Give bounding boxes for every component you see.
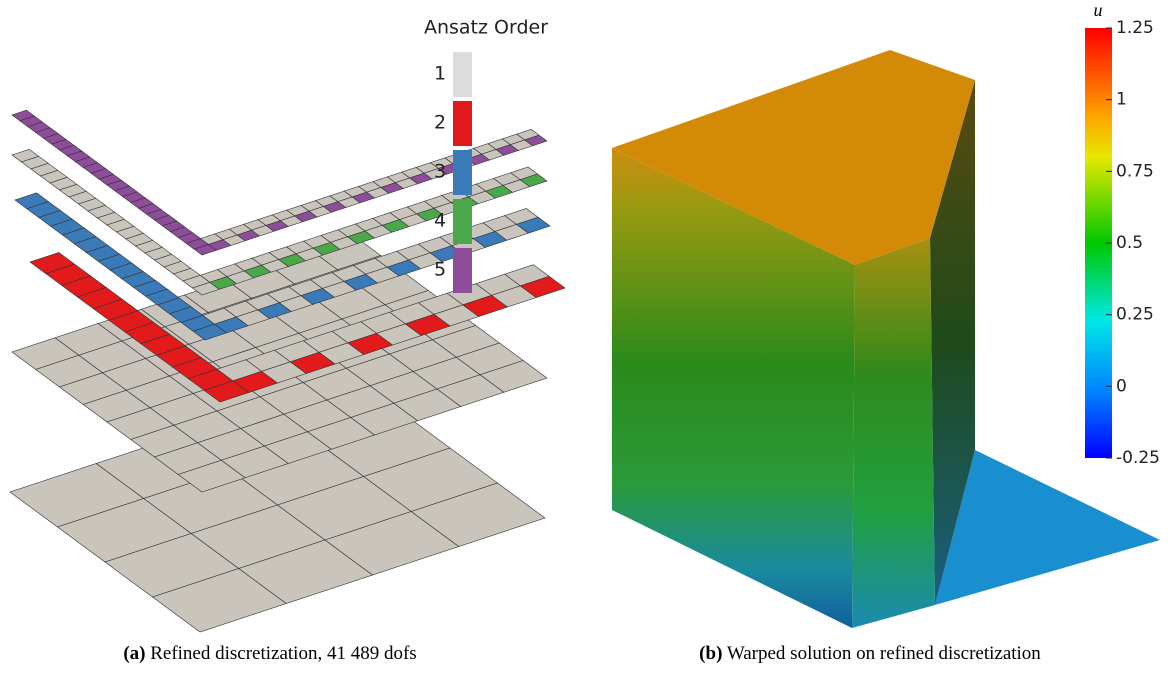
caption-a: (a) Refined discretization, 41 489 dofs [123, 643, 416, 664]
colorbar-label: u [1094, 0, 1103, 20]
legend-swatch [453, 199, 472, 244]
legend-label: 2 [434, 112, 446, 134]
caption-text: Warped solution on refined discretizatio… [727, 643, 1041, 664]
mesh-layers [10, 110, 565, 632]
legend-label: 3 [434, 161, 446, 183]
colorbar-tick-label: 1 [1116, 90, 1127, 110]
figure: Ansatz Order 1 2 3 4 5 u 1.25 1 0.75 0.5 0.25 0 -0… [0, 0, 1171, 675]
caption-b: (b) Warped solution on refined discretiz… [699, 643, 1041, 664]
colorbar-tick-label: 1.25 [1116, 18, 1154, 38]
legend-label: 1 [434, 63, 446, 85]
legend-swatch [453, 52, 472, 97]
side-face [852, 238, 935, 628]
colorbar-tick-label: 0.5 [1116, 233, 1143, 253]
colorbar-tick-label: 0.75 [1116, 161, 1154, 181]
legend-title: Ansatz Order [424, 17, 548, 39]
legend-swatch [453, 101, 472, 146]
colorbar-ticks: 1.25 1 0.75 0.5 0.25 0 -0.25 [1106, 18, 1160, 468]
legend-label: 4 [434, 210, 446, 232]
caption-label: (a) [123, 643, 145, 664]
caption-label: (b) [699, 643, 722, 664]
legend-swatch [453, 248, 472, 293]
colorbar-tick-label: -0.25 [1116, 448, 1160, 468]
legend-swatch [453, 150, 472, 195]
warped-solution [612, 50, 1160, 628]
legend-label: 5 [434, 259, 446, 281]
colorbar-tick-label: 0.25 [1116, 305, 1154, 325]
caption-text: Refined discretization, 41 489 dofs [150, 643, 416, 664]
colorbar-tick-label: 0 [1116, 376, 1127, 396]
